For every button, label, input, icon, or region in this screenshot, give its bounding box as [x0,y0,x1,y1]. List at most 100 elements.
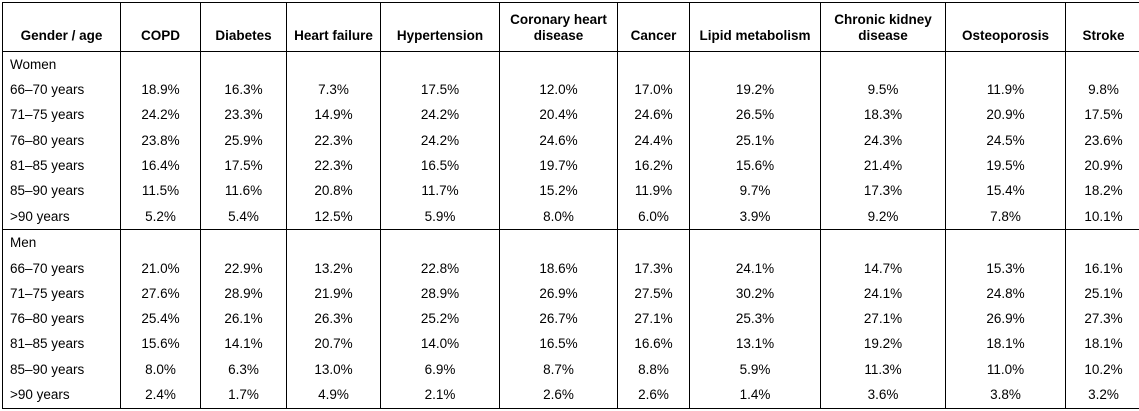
empty-cell [689,229,821,257]
value-cell: 27.6% [120,281,201,307]
value-cell: 18.6% [499,256,618,282]
table-row: 71–75 years 24.2% 23.3% 14.9% 24.2% 20.4% 24.6… [3,102,1139,129]
table-row: 85–90 years 8.0% 6.3% 13.0% 6.9% 8.7% 8.8% 5.9%… [3,357,1139,383]
value-cell: 2.4% [120,382,201,409]
table-row: 81–85 years 16.4% 17.5% 22.3% 16.5% 19.7% 16.2… [3,153,1139,179]
value-cell: 18.3% [820,102,946,129]
value-cell: 24.2% [380,128,500,154]
age-group-label: 71–75 years [10,107,85,123]
value-cell: 17.0% [617,77,690,103]
value-cell: 15.3% [945,256,1066,282]
empty-cell [286,229,381,257]
value-cell: 3.9% [689,203,821,230]
value-cell: 1.4% [689,382,821,409]
value-cell: 27.1% [820,306,946,332]
value-cell: 16.2% [617,153,690,179]
empty-cell [120,51,201,78]
value-cell: 4.9% [286,382,381,409]
section-label: Women [10,56,57,72]
value-cell: 27.1% [617,306,690,332]
value-cell: 26.9% [945,306,1066,332]
value-cell: 8.8% [617,357,690,383]
empty-cell [945,51,1066,78]
value-cell: 24.2% [120,102,201,129]
section-row: Women [3,51,1139,78]
value-cell: 12.5% [286,203,381,230]
value-cell: 26.7% [499,306,618,332]
value-cell: 14.7% [820,256,946,282]
value-cell: 18.9% [120,77,201,103]
value-cell: 17.5% [1065,102,1139,129]
column-header-0: Gender / age [2,2,121,52]
value-cell: 17.5% [380,77,500,103]
value-cell: 24.3% [820,128,946,154]
value-cell: 10.1% [1065,203,1139,230]
table-row: 81–85 years 15.6% 14.1% 20.7% 14.0% 16.5% 16.6… [3,331,1139,358]
value-cell: 22.8% [380,256,500,282]
header-row: Gender / age COPD Diabetes Heart failure Hyp… [2,2,1139,52]
value-cell: 25.2% [380,306,500,332]
value-cell: 15.6% [120,331,201,358]
age-group-label: 71–75 years [10,285,85,301]
age-group-label: 76–80 years [10,311,85,327]
value-cell: 26.9% [499,281,618,307]
section-row: Men [2,229,1139,257]
value-cell: 7.8% [945,203,1066,230]
empty-cell [200,229,287,257]
value-cell: 20.9% [1065,153,1139,179]
value-cell: 25.4% [120,306,201,332]
empty-cell [820,51,946,78]
age-group-label: 66–70 years [10,260,85,276]
value-cell: 27.5% [617,281,690,307]
age-group-label: >90 years [10,208,70,224]
value-cell: 19.2% [820,331,946,358]
value-cell: 19.2% [689,77,821,103]
value-cell: 5.4% [200,203,287,230]
value-cell: 25.1% [689,128,821,154]
value-cell: 6.9% [380,357,500,383]
value-cell: 16.1% [1065,256,1139,282]
value-cell: 10.2% [1065,357,1139,383]
value-cell: 1.7% [200,382,287,409]
value-cell: 8.7% [499,357,618,383]
empty-cell [689,51,821,78]
value-cell: 18.2% [1065,178,1139,204]
value-cell: 3.6% [820,382,946,409]
age-group-label: >90 years [10,387,70,403]
value-cell: 5.9% [689,357,821,383]
value-cell: 26.3% [286,306,381,332]
value-cell: 26.5% [689,102,821,129]
value-cell: 9.5% [820,77,946,103]
age-group-label: 76–80 years [10,132,85,148]
age-group-label: 81–85 years [10,157,85,173]
value-cell: 9.8% [1065,77,1139,103]
value-cell: 21.9% [286,281,381,307]
empty-cell [1065,51,1139,78]
value-cell: 3.2% [1065,382,1139,409]
age-group-label: 66–70 years [10,82,85,98]
value-cell: 19.5% [945,153,1066,179]
value-cell: 22.9% [200,256,287,282]
table-header: Gender / age COPD Diabetes Heart failure Hyp… [2,2,1139,52]
value-cell: 13.1% [689,331,821,358]
table-row: 66–70 years 18.9% 16.3% 7.3% 17.5% 12.0% 17.0%… [3,77,1139,103]
value-cell: 21.0% [120,256,201,282]
value-cell: 2.6% [499,382,618,409]
table-row: 76–80 years 25.4% 26.1% 26.3% 25.2% 26.7% 27.1… [3,306,1139,332]
value-cell: 22.3% [286,153,381,179]
column-header-7: Lipid metabolism [689,2,821,52]
table-row: 76–80 years 23.8% 25.9% 22.3% 24.2% 24.6% 24.4… [3,128,1139,154]
value-cell: 24.1% [689,256,821,282]
value-cell: 25.3% [689,306,821,332]
value-cell: 24.8% [945,281,1066,307]
empty-cell [617,51,690,78]
value-cell: 23.3% [200,102,287,129]
column-header-9: Osteoporosis [945,2,1066,52]
value-cell: 2.6% [617,382,690,409]
value-cell: 13.0% [286,357,381,383]
value-cell: 8.0% [120,357,201,383]
empty-cell [380,51,500,78]
column-header-6: Cancer [617,2,690,52]
empty-cell [945,229,1066,257]
value-cell: 21.4% [820,153,946,179]
